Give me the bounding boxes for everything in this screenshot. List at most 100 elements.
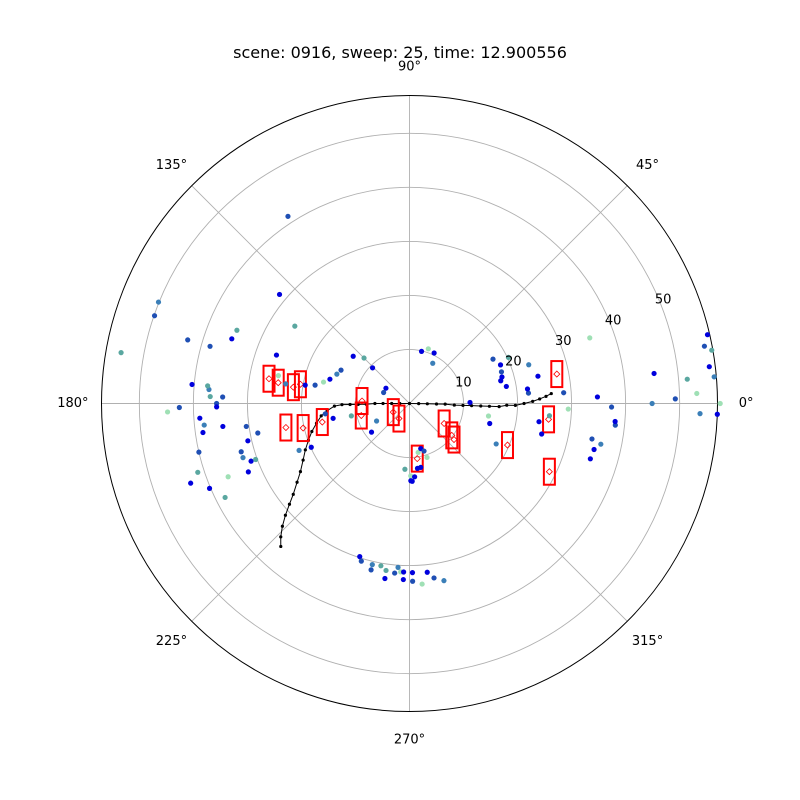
trajectory-point [298,470,303,474]
trajectory-point [497,405,501,409]
radar-point [490,356,496,362]
trajectory-point [381,401,385,406]
radar-point [275,373,282,379]
radar-point [487,420,493,427]
object-box [354,401,368,430]
trajectory-point [280,524,284,528]
radar-point [312,382,318,388]
object-box [296,414,310,443]
object-box-center [265,375,273,383]
radar-point [594,394,601,400]
radar-point [225,474,231,480]
radar-point [424,454,430,461]
trajectory-point [279,544,283,549]
radar-point [327,376,333,382]
radar-point [214,404,220,410]
object-box [500,431,514,460]
radar-point [220,394,226,400]
trajectory-point [434,402,439,406]
radar-point [414,465,421,471]
radar-point [378,563,384,569]
radar-point [151,313,158,319]
radar-point [320,379,327,385]
radar-point [381,389,387,396]
trajectory-point [461,403,465,407]
radar-point [612,418,618,425]
radar-point [701,343,708,349]
radar-point [189,381,195,388]
r-tick-label: 40 [605,313,622,328]
radar-point [467,399,473,406]
radar-point [587,335,593,341]
radar-point [684,376,690,382]
trajectory-point [505,403,509,407]
radar-point [369,562,375,568]
radar-point [392,570,398,576]
radar-point [302,382,308,388]
object-box-center [299,424,307,432]
radar-point [401,569,407,575]
r-tick-label: 10 [455,375,472,390]
radar-point [369,365,376,371]
trajectory-point [452,403,456,407]
radar-point [651,370,657,377]
trajectory-point [538,397,542,401]
radar-point [497,362,504,368]
radar-point [296,447,302,453]
axis-labels: 0° 45° 90° 135° 180° 225° 270° 315° 10 20 30 40 50 [57,59,753,747]
radar-point [283,381,289,387]
radar-point [350,353,356,359]
trajectory-point [348,402,352,407]
polar-frame [101,95,718,712]
radar-point [195,469,201,475]
radar-point [240,455,246,461]
radar-point [164,409,171,415]
object-box [286,373,300,402]
object-box [542,457,556,486]
theta-tick-label: 225° [156,634,187,649]
radar-point [418,348,425,354]
radar-point [499,374,505,380]
object-box [279,413,293,442]
radar-point [706,364,712,370]
theta-gridline [191,403,410,622]
radar-point [524,386,531,392]
r-tick-label: 20 [505,355,522,370]
radar-point [598,441,604,447]
radar-point [536,419,542,425]
radar-point [248,458,254,464]
radar-point [424,569,430,575]
object-box-center [395,414,403,423]
radar-point [402,466,408,472]
radar-point [711,374,717,380]
radar-point [348,413,354,419]
trajectory-point [407,401,412,406]
radar-point [395,564,401,570]
radar-point [400,576,406,583]
object-box-center [440,419,448,428]
radar-point [505,354,512,360]
radar-point [330,415,336,421]
object-box-center [413,455,421,463]
theta-tick-label: 45° [636,158,659,173]
radar-point [188,480,194,486]
radar-point [201,422,207,428]
object-box-center [358,397,366,405]
trajectory-point [479,404,483,408]
radar-point [419,581,425,587]
theta-tick-label: 270° [394,733,425,748]
trajectory-point [291,492,295,496]
radar-point [118,350,124,356]
radar-point [498,369,505,375]
radar-point [373,418,380,424]
radar-point [338,367,344,373]
radar-point [222,494,228,501]
trajectory-point [544,394,548,398]
radar-point [357,554,363,560]
trajectory-point [310,429,314,434]
chart-title: scene: 0916, sweep: 25, time: 12.900556 [233,43,567,62]
radar-point [421,448,427,454]
object-box-center [357,411,365,420]
radar-point [155,299,162,305]
radar-point [409,570,416,576]
